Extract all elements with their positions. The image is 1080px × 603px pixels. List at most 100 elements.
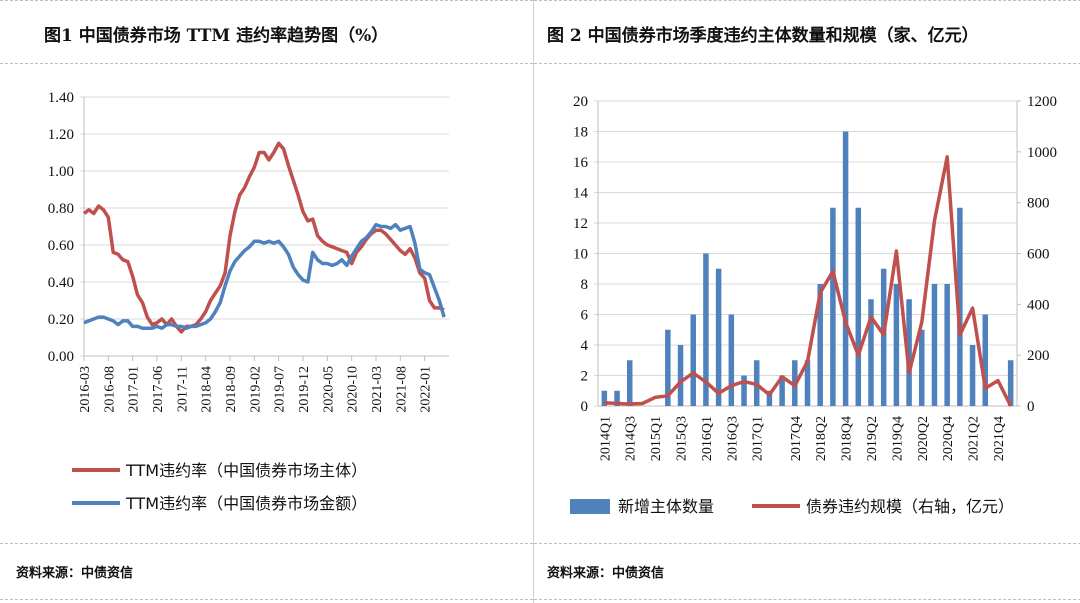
bar (855, 207, 862, 406)
y-tick-label: 0.40 (48, 275, 74, 291)
series-line (604, 155, 1013, 407)
bar (830, 207, 836, 406)
bar (893, 284, 900, 406)
legend-label-line: 债券违约规模（右轴，亿元） (806, 497, 1014, 516)
x-tick-label: 2021-03 (370, 366, 385, 413)
y-tick-label: 1.00 (48, 164, 74, 180)
x-tick-label: 2015Q3 (675, 416, 690, 461)
x-tick-label: 2017Q1 (751, 416, 766, 461)
y-tick-label: 18 (573, 125, 588, 141)
x-tick-label: 2019-12 (297, 366, 312, 413)
y-tick-label: 0.00 (48, 349, 74, 365)
bar (944, 284, 950, 406)
legend-label-2: TTM违约率（中国债券市场金额） (125, 494, 367, 513)
y2-tick-label: 0 (1027, 399, 1035, 415)
bar (1007, 360, 1014, 406)
bar (931, 284, 938, 406)
x-tick-label: 2018-09 (224, 366, 239, 413)
x-tick-label: 2017-11 (175, 366, 190, 412)
y-tick-label: 0 (581, 399, 589, 415)
y-tick-label: 1.20 (48, 127, 74, 143)
x-tick-label: 2018-04 (200, 366, 215, 413)
x-tick-label: 2014Q1 (598, 416, 613, 461)
right-title-row: 图 2 中国债券市场季度违约主体数量和规模（家、亿元） (534, 0, 1080, 64)
y2-tick-label: 200 (1027, 348, 1050, 364)
x-tick-label: 2017Q4 (789, 416, 804, 461)
bar (982, 314, 989, 406)
bar (804, 360, 811, 406)
y-tick-label: 20 (573, 94, 588, 110)
bar (919, 329, 925, 406)
x-tick-label: 2021-08 (394, 366, 409, 413)
y2-tick-label: 400 (1027, 297, 1050, 313)
y-tick-label: 0.80 (48, 201, 74, 217)
x-tick-label: 2016Q3 (725, 416, 740, 461)
bar (741, 375, 747, 406)
series-line-1 (82, 141, 445, 334)
bar (969, 345, 976, 406)
bar (957, 207, 963, 406)
legend-label-1: TTM违约率（中国债券市场主体） (125, 461, 367, 480)
series-line-2 (83, 222, 446, 331)
x-tick-label: 2014Q3 (624, 416, 639, 461)
bar (677, 345, 684, 406)
x-tick-label: 2016-03 (78, 366, 93, 413)
x-tick-label: 2018Q2 (814, 416, 829, 461)
left-chart-svg: 0.00 0.20 0.40 0.60 0.80 1.00 1.20 1.40 2016-03 2… (48, 90, 449, 513)
y2-tick-label: 1200 (1027, 94, 1057, 110)
x-tick-label: 2020-10 (346, 366, 361, 413)
y-tick-label: 14 (573, 186, 589, 202)
bar (626, 360, 633, 406)
bar (779, 375, 785, 406)
bar (614, 390, 620, 406)
bar (665, 329, 671, 406)
bar (766, 390, 773, 406)
y2-tick-label: 1000 (1027, 145, 1057, 161)
x-tick-label: 2016-08 (102, 366, 117, 413)
x-tick-label: 2018Q4 (840, 416, 855, 461)
bar (728, 314, 735, 406)
x-tick-label: 2017-01 (127, 366, 142, 413)
x-tick-label: 2017-06 (151, 366, 166, 413)
x-tick-label: 2020Q4 (941, 416, 956, 461)
right-chart-svg: 0246810121416182002004006008001000120020… (570, 94, 1057, 516)
bar (842, 131, 849, 406)
left-chart-panel: 图1 中国债券市场 TTM 违约率趋势图（%） 0.00 0.20 0.40 0.60… (0, 0, 533, 603)
left-source-note: 资料来源：中债资信 (16, 566, 134, 581)
bar (880, 268, 887, 406)
x-tick-label: 2022-01 (419, 366, 434, 413)
left-title-row: 图1 中国债券市场 TTM 违约率趋势图（%） (0, 0, 533, 64)
right-footer-row: 资料来源：中债资信 (534, 543, 1080, 600)
x-tick-label: 2019-02 (248, 366, 263, 413)
legend-label-bar: 新增主体数量 (618, 497, 714, 516)
x-tick-label: 2015Q1 (649, 416, 664, 461)
x-tick-label: 2019Q4 (890, 416, 905, 461)
right-chart-panel: 图 2 中国债券市场季度违约主体数量和规模（家、亿元） 0 2 4 6 8 10 12 14 1… (533, 0, 1080, 603)
bar (690, 314, 696, 406)
y-tick-label: 6 (581, 308, 589, 324)
x-tick-label: 2019Q2 (865, 416, 880, 461)
y-tick-label: 0.20 (48, 312, 74, 328)
y-tick-label: 8 (581, 277, 589, 293)
bar (703, 253, 709, 406)
x-tick-label: 2020Q2 (916, 416, 931, 461)
y2-tick-label: 800 (1027, 196, 1050, 212)
x-tick-label: 2016Q1 (700, 416, 715, 461)
left-chart-title: 图1 中国债券市场 TTM 违约率趋势图（%） (44, 26, 389, 46)
bar (906, 299, 912, 406)
y-tick-label: 12 (573, 216, 588, 232)
legend-swatch-bar (570, 499, 610, 514)
y2-tick-label: 600 (1027, 247, 1050, 263)
x-tick-label: 2021Q4 (992, 416, 1007, 461)
y-tick-label: 1.40 (48, 90, 74, 106)
y-tick-label: 4 (581, 338, 589, 354)
right-source-note: 资料来源：中债资信 (547, 566, 665, 581)
y-tick-label: 10 (573, 247, 588, 263)
y-tick-label: 0.60 (48, 238, 74, 254)
x-tick-label: 2021Q2 (967, 416, 982, 461)
bar (715, 268, 722, 406)
bar (601, 390, 608, 406)
y-tick-label: 2 (581, 369, 589, 385)
x-tick-label: 2019-07 (273, 366, 288, 413)
right-chart-title: 图 2 中国债券市场季度违约主体数量和规模（家、亿元） (547, 26, 979, 46)
